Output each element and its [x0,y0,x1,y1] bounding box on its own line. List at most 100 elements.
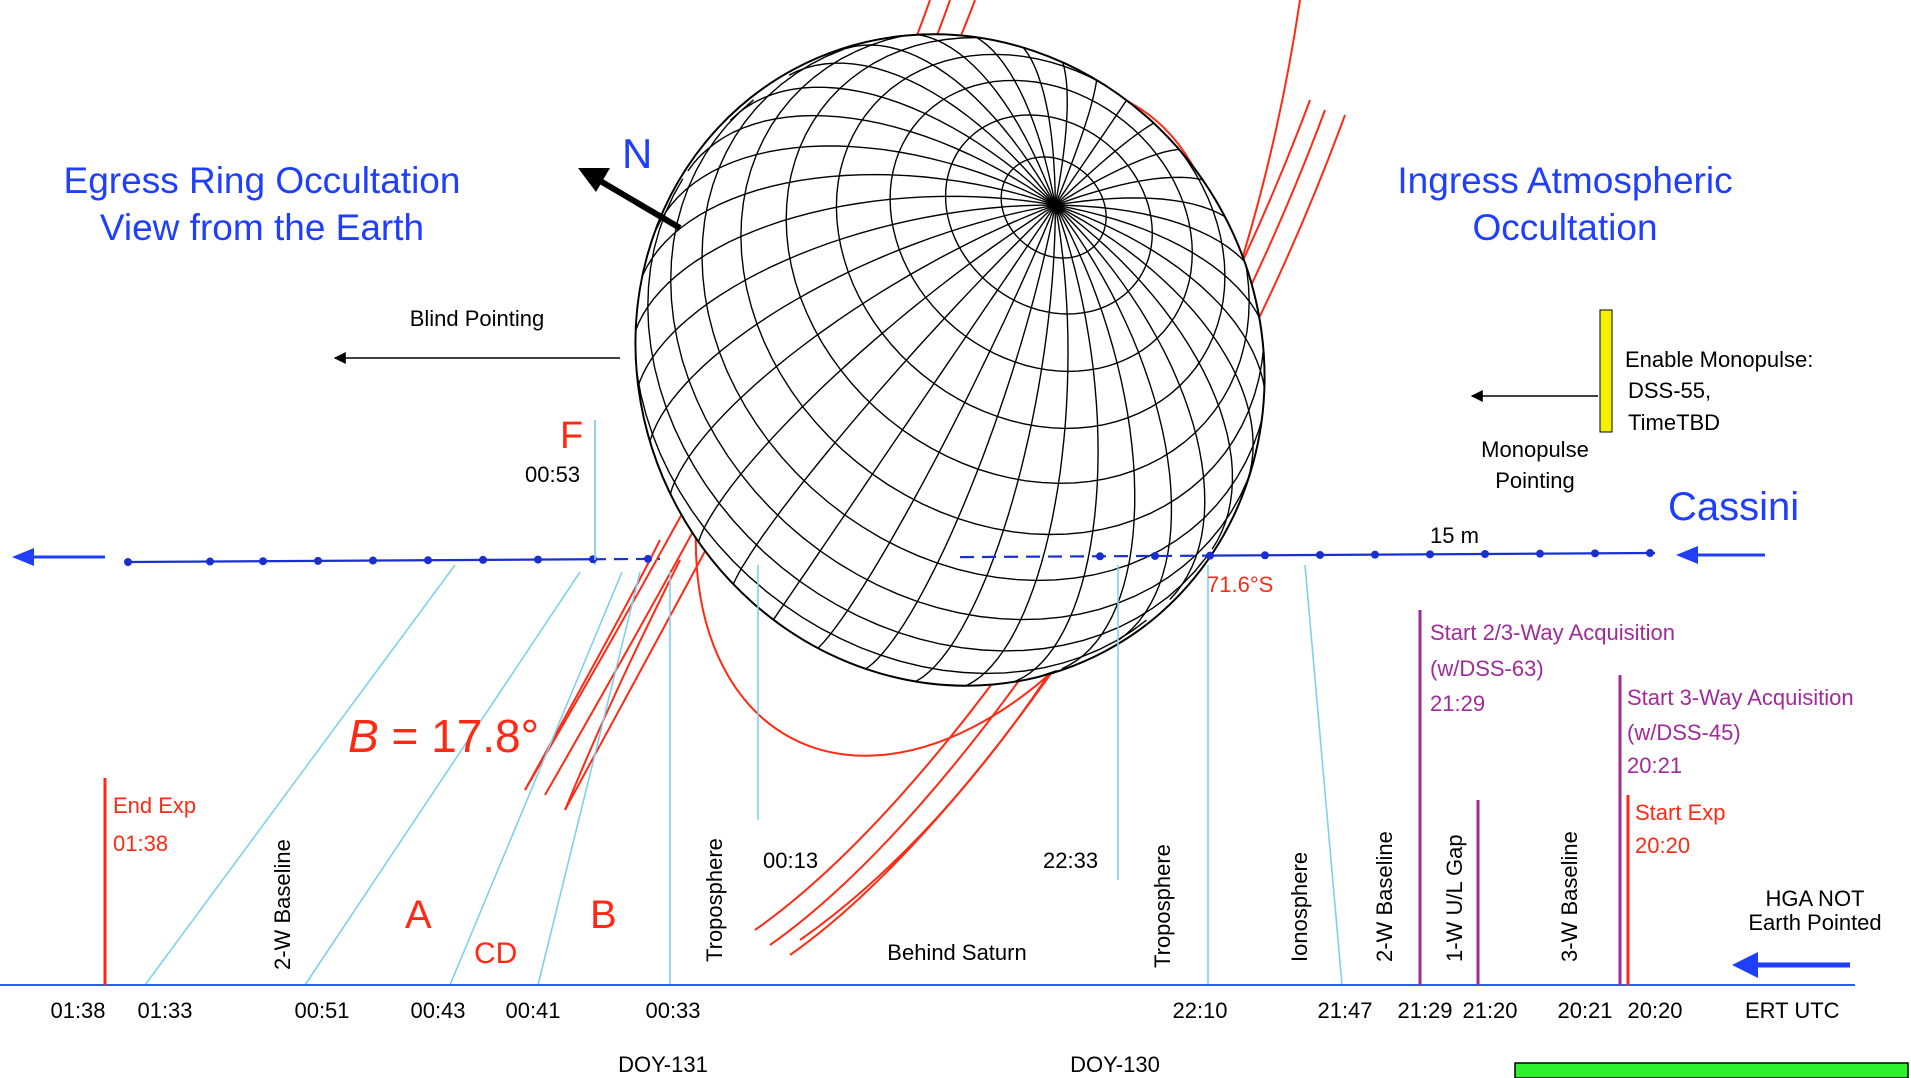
track-dot [259,557,267,566]
axis-tick-label: 21:29 [1397,998,1452,1023]
track-dot [424,556,432,565]
globe-grid-line [1002,204,1099,686]
saturn-globe [629,29,1271,691]
end-exp-time: 01:38 [113,831,168,856]
label-ionosphere: Ionosphere [1287,852,1312,962]
ingress-title-2: Occultation [1472,207,1657,248]
axis-tick-label: 00:41 [505,998,560,1023]
start-exp-time: 20:20 [1635,833,1690,858]
label-2w-baseline-right: 2-W Baseline [1372,831,1397,962]
acq3-time: 20:21 [1627,753,1682,778]
acq3-line2: (w/DSS-45) [1627,720,1741,745]
doy-131-label: DOY-131 [618,1052,708,1077]
track-dot [1371,550,1379,559]
projection-lines [144,420,1343,986]
axis-tick-label: 21:20 [1462,998,1517,1023]
north-label: N [622,130,652,177]
globe-fill [634,33,1266,687]
ring-label-a: A [405,893,432,937]
monopulse-pointing-1: Monopulse [1481,437,1589,462]
axis-tick-label: 22:10 [1172,998,1227,1023]
ert-utc-label: ERT UTC [1745,998,1840,1023]
acq23-line2: (w/DSS-63) [1430,656,1544,681]
globe-grid-line [695,204,1056,565]
monopulse-enable-1: Enable Monopulse: [1625,347,1813,372]
north-arrow-head [578,168,610,192]
f-time: 00:53 [525,462,580,487]
acq3-line1: Start 3-Way Acquisition [1627,685,1854,710]
label-2w-baseline-left: 2-W Baseline [270,839,295,970]
globe-grid-line [788,62,1056,206]
globe-grid-line [636,173,1056,293]
globe-grid-line [633,204,1056,421]
ingress-title-1: Ingress Atmospheric [1397,160,1732,201]
track-dot [1096,552,1104,561]
globe-grid-line [1055,204,1267,419]
cassini-track [124,549,1656,566]
globe-grid-line [701,48,1271,582]
track-dot [1481,550,1489,559]
globe-grid-line [729,204,1056,600]
end-exp-label: End Exp [113,793,196,818]
doy-130-label: DOY-130 [1070,1052,1160,1077]
acq23-line1: Start 2/3-Way Acquisition [1430,620,1675,645]
globe-grid-line [849,204,1056,675]
track-dot [1646,549,1654,558]
acq23-time: 21:29 [1430,691,1485,716]
axis-tick-label: 21:47 [1317,998,1372,1023]
globe-grid-line [669,99,1256,621]
track-dot [314,556,322,565]
interval-label: 15 m [1430,523,1479,548]
track-dot [479,555,487,564]
track-dot [534,555,542,564]
b-angle: B = 17.8° [348,710,539,762]
label-troposphere-left: Troposphere [702,838,727,962]
ring-label-f: F [560,415,583,457]
time-0013: 00:13 [763,848,818,873]
monopulse-enable-2: DSS-55, [1628,378,1711,403]
monopulse-marker [1599,309,1613,433]
latitude-label: 71.6°S [1207,572,1273,597]
ring-label-cd: CD [474,937,517,970]
globe-grid-line [897,33,1056,206]
blind-pointing-label: Blind Pointing [410,306,545,331]
axis-tick-label: 01:38 [50,998,105,1023]
track-dot [1316,550,1324,559]
axis-tick-label: 00:43 [410,998,465,1023]
globe-grid-line [949,204,1069,691]
globe-grid-line [889,79,1194,373]
track-segment [127,558,593,564]
egress-title-1: Egress Ring Occultation [64,160,461,201]
axis-tick-labels: 01:38 01:33 00:51 00:43 00:41 00:33 22:10 21:47… [50,998,1682,1023]
time-2233: 22:33 [1043,848,1098,873]
b-angle-value: = 17.8° [379,710,539,762]
ring-label-b: B [590,893,617,937]
globe-grid-line [647,178,1208,652]
globe-grid-line [687,114,1056,206]
hga-line1: HGA NOT [1765,886,1864,911]
label-1w-gap: 1-W U/L Gap [1442,834,1467,962]
track-dot [1591,549,1599,558]
globe-grid-line [1000,156,1107,259]
hga-line2: Earth Pointed [1748,910,1881,935]
globe-grid-line [765,204,1056,631]
egress-title-2: View from the Earth [100,207,424,248]
label-3w-baseline: 3-W Baseline [1557,831,1582,962]
axis-tick-label: 20:20 [1627,998,1682,1023]
start-exp-label: Start Exp [1635,800,1725,825]
track-dot [124,558,132,566]
track-dot [206,557,214,566]
ring-front-arcs [524,539,681,811]
label-troposphere-right: Troposphere [1150,844,1175,968]
b-angle-symbol: B [348,710,379,762]
track-dot [644,554,652,563]
axis-tick-label: 00:51 [294,998,349,1023]
globe-grid-line [646,204,1056,474]
green-bar [1514,1062,1909,1078]
globe-grid-line [806,204,1056,656]
track-dot [1206,551,1214,560]
track-dot [1536,549,1544,558]
monopulse-enable-3: TimeTBD [1628,410,1720,435]
track-dot [369,556,377,565]
